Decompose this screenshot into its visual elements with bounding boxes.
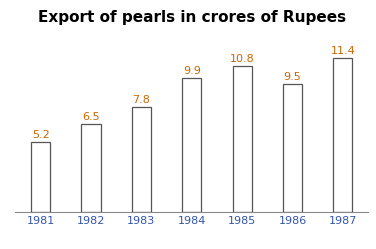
Bar bbox=[333, 58, 352, 212]
Bar bbox=[283, 84, 302, 212]
Text: 5.2: 5.2 bbox=[32, 130, 50, 140]
Bar bbox=[31, 142, 50, 212]
Title: Export of pearls in crores of Rupees: Export of pearls in crores of Rupees bbox=[38, 9, 346, 25]
Text: 7.8: 7.8 bbox=[132, 95, 150, 105]
Text: 11.4: 11.4 bbox=[331, 46, 355, 56]
Text: 6.5: 6.5 bbox=[82, 112, 100, 122]
Bar bbox=[132, 107, 151, 212]
Text: 9.5: 9.5 bbox=[284, 72, 301, 82]
Bar bbox=[182, 78, 201, 212]
Bar bbox=[232, 66, 252, 212]
Bar bbox=[82, 124, 101, 212]
Text: 9.9: 9.9 bbox=[183, 66, 201, 76]
Text: 10.8: 10.8 bbox=[230, 54, 255, 64]
